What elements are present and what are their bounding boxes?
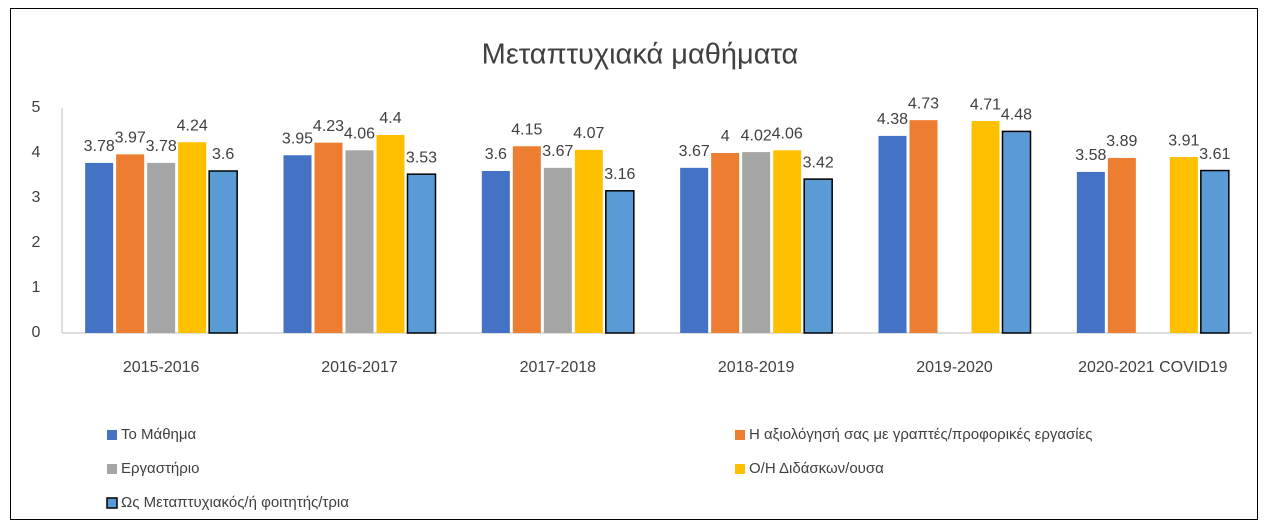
- bar: [680, 167, 709, 333]
- value-label: 4.73: [908, 95, 939, 112]
- value-label: 3.67: [542, 143, 573, 160]
- bar: [574, 149, 603, 333]
- legend-swatch: [735, 464, 745, 474]
- value-label: 3.67: [679, 143, 710, 160]
- x-tick-label: 2016-2017: [321, 359, 398, 376]
- value-label: 4.38: [877, 111, 908, 128]
- value-label: 3.53: [406, 149, 437, 166]
- chart-title: Μεταπτυχιακά μαθήματα: [482, 39, 799, 71]
- bar: [376, 135, 405, 333]
- value-label: 3.78: [146, 138, 177, 155]
- bar: [605, 190, 635, 334]
- bar: [283, 155, 312, 333]
- legend-swatch: [735, 430, 745, 440]
- x-tick-label: 2017-2018: [520, 359, 597, 376]
- legend-label: Η αξιολόγησή σας με γραπτές/προφορικές ε…: [749, 426, 1093, 443]
- y-tick-label: 2: [32, 234, 41, 251]
- bar: [543, 167, 572, 333]
- bar: [742, 152, 771, 333]
- value-label: 3.91: [1168, 132, 1199, 149]
- value-label: 4.06: [772, 126, 803, 143]
- bar: [878, 135, 907, 333]
- bar: [1107, 157, 1136, 333]
- x-tick-label: 2019-2020: [916, 359, 993, 376]
- x-tick-label: 2018-2019: [718, 359, 795, 376]
- y-tick-label: 0: [32, 324, 41, 341]
- value-label: 3.61: [1199, 146, 1230, 163]
- value-label: 4.15: [511, 121, 542, 138]
- value-label: 4.4: [379, 110, 401, 127]
- bar: [512, 146, 541, 333]
- y-tick-label: 4: [32, 144, 41, 161]
- bar: [481, 171, 510, 333]
- value-label: 3.78: [84, 138, 115, 155]
- value-label: 3.42: [803, 154, 834, 171]
- bar: [971, 121, 1000, 333]
- value-label: 3.97: [115, 130, 146, 147]
- value-label: 3.6: [485, 146, 507, 163]
- value-label: 4: [721, 128, 730, 145]
- value-label: 4.71: [970, 96, 1001, 113]
- bar: [909, 120, 938, 334]
- x-tick-label: 2015-2016: [123, 359, 200, 376]
- value-label: 3.16: [604, 166, 635, 183]
- y-tick-label: 1: [32, 279, 41, 296]
- bar: [1169, 157, 1198, 333]
- bar: [1076, 171, 1105, 333]
- value-label: 4.06: [344, 126, 375, 143]
- value-label: 3.58: [1075, 147, 1106, 164]
- legend-label: Ο/Η Διδάσκων/ουσα: [749, 460, 884, 477]
- value-label: 4.23: [313, 118, 344, 135]
- value-label: 3.6: [212, 146, 234, 163]
- y-tick-label: 5: [32, 99, 41, 116]
- bar: [711, 153, 740, 333]
- value-label: 4.07: [573, 125, 604, 142]
- value-label: 4.02: [741, 127, 772, 144]
- legend-swatch: [106, 497, 118, 509]
- value-label: 4.48: [1001, 107, 1032, 124]
- bar: [85, 162, 114, 333]
- bar: [116, 154, 145, 333]
- bar: [803, 178, 833, 334]
- bar: [1200, 169, 1230, 334]
- bar: [208, 170, 238, 334]
- bar: [147, 162, 176, 333]
- bar: [178, 142, 207, 333]
- legend-label: Εργαστήριο: [121, 460, 199, 477]
- bar: [406, 173, 437, 334]
- legend-label: Το Μάθημα: [121, 426, 197, 443]
- bar: [1001, 130, 1032, 334]
- legend-swatch: [107, 430, 117, 440]
- bar: [314, 142, 343, 333]
- y-tick-label: 3: [32, 189, 41, 206]
- bar: [345, 150, 374, 333]
- x-tick-label: 2020-2021 COVID19: [1078, 359, 1228, 376]
- legend-label: Ως Μεταπτυχιακός/ή φοιτητής/τρια: [121, 494, 349, 511]
- legend-swatch: [107, 464, 117, 474]
- value-label: 3.95: [282, 130, 313, 147]
- value-label: 3.89: [1106, 133, 1137, 150]
- value-label: 4.24: [177, 117, 208, 134]
- bar: [773, 150, 802, 333]
